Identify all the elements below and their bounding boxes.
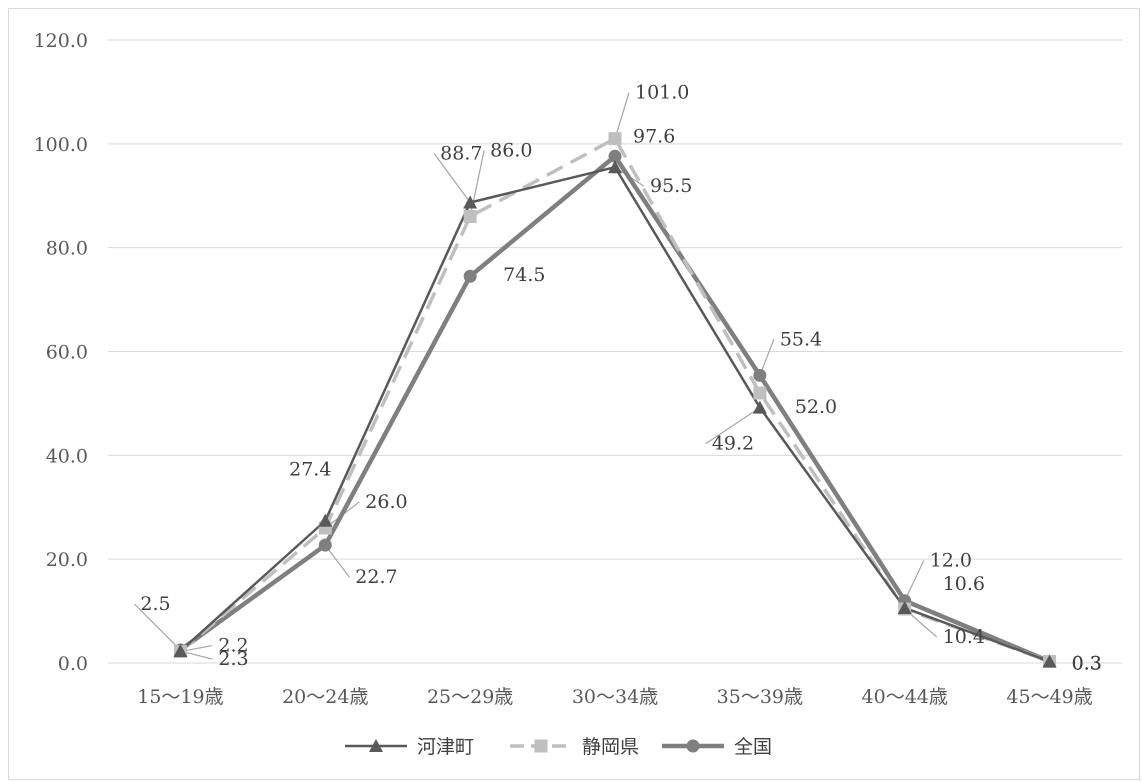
x-tick-label: 30～34歳	[572, 686, 658, 708]
chart-frame	[8, 8, 1140, 780]
callout-line	[904, 560, 925, 601]
x-tick-label: 25～29歳	[427, 686, 513, 708]
data-point	[463, 269, 477, 283]
data-label: 101.0	[635, 82, 689, 104]
legend-label: 静岡県	[582, 736, 639, 758]
data-label: 97.6	[633, 125, 675, 147]
data-label: 86.0	[490, 140, 532, 162]
data-point	[608, 149, 622, 163]
data-label: 0.3	[1072, 652, 1102, 674]
y-tick-label: 0.0	[58, 653, 88, 675]
x-tick-label: 35～39歳	[717, 686, 803, 708]
data-point	[753, 368, 767, 382]
data-label: 10.6	[943, 573, 985, 595]
data-label: 12.0	[930, 550, 972, 572]
y-tick-label: 100.0	[34, 134, 88, 156]
callout-line	[324, 544, 350, 578]
callout-line	[705, 407, 761, 445]
data-label: 0.3	[1072, 652, 1102, 674]
data-point	[608, 132, 622, 146]
x-axis: 15～19歳 20～24歳 25～29歳 30～34歳 35～39歳 40～44歳 45～4…	[137, 686, 1093, 708]
data-label: 95.5	[650, 175, 692, 197]
data-label: 55.4	[780, 328, 822, 350]
y-tick-label: 80.0	[46, 238, 88, 260]
y-tick-label: 20.0	[46, 549, 88, 571]
legend-marker-2	[686, 739, 700, 753]
y-axis: 0.0 20.0 40.0 60.0 80.0 100.0 120.0	[34, 30, 88, 675]
x-tick-label: 20～24歳	[282, 686, 368, 708]
data-point	[608, 160, 622, 174]
data-label: 52.0	[795, 396, 837, 418]
legend-label: 河津町	[417, 736, 474, 758]
legend: 河津町 静岡県 全国	[345, 736, 772, 758]
legend-label: 全国	[734, 736, 772, 758]
data-point	[318, 513, 333, 527]
series-line-1	[179, 136, 1051, 664]
data-point	[752, 400, 767, 414]
data-point	[1042, 654, 1057, 668]
data-label: 74.5	[503, 264, 545, 286]
data-labels: 2.3 27.4 88.7 95.5 49.2 10.6 0.3 2.2 26.0 86.0 101…	[140, 82, 1101, 675]
x-tick-label: 45～49歳	[1006, 686, 1092, 708]
data-point	[753, 386, 767, 400]
callout-line	[614, 92, 630, 139]
y-tick-label: 60.0	[46, 342, 88, 364]
series-lines	[179, 136, 1051, 664]
x-tick-label: 40～44歳	[862, 686, 948, 708]
data-label: 27.4	[289, 459, 331, 481]
y-tick-label: 40.0	[46, 445, 88, 467]
series-line-2	[179, 154, 1051, 664]
callout-line	[134, 603, 181, 651]
data-label: 2.2	[218, 635, 248, 657]
data-label: 49.2	[712, 433, 754, 455]
legend-marker-1	[534, 739, 548, 753]
data-label: 2.3	[218, 648, 248, 670]
data-label: 88.7	[440, 142, 482, 164]
data-label: 26.0	[365, 491, 407, 513]
y-tick-label: 120.0	[34, 30, 88, 52]
data-point	[463, 195, 478, 209]
data-label: 10.4	[943, 626, 985, 648]
callout-lines	[134, 92, 938, 660]
data-point	[463, 210, 477, 224]
data-point	[897, 600, 912, 614]
data-label: 22.7	[355, 566, 397, 588]
data-label: 2.5	[140, 593, 170, 615]
series-markers	[173, 132, 1057, 668]
x-tick-label: 15～19歳	[137, 686, 223, 708]
data-point	[173, 644, 188, 658]
data-point	[318, 538, 332, 552]
callout-line	[433, 153, 471, 203]
series-line-0	[179, 165, 1051, 663]
legend-marker-0	[369, 739, 383, 752]
data-label: 0.3	[1072, 652, 1102, 674]
